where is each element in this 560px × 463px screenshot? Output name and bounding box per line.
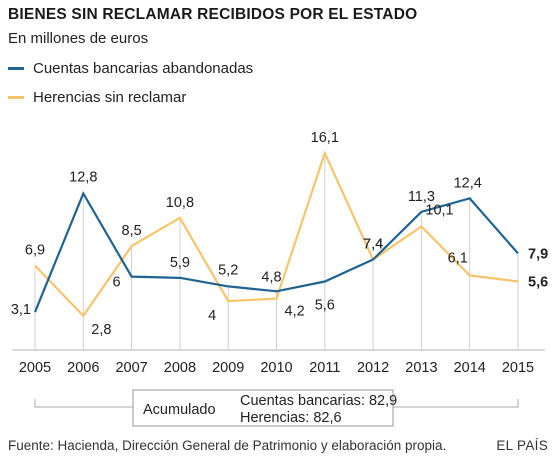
chart-subtitle: En millones de euros: [8, 30, 149, 47]
x-tick-label: 2009: [212, 360, 244, 376]
data-label-herencias: 8,5: [122, 223, 142, 239]
summary-box: Acumulado Cuentas bancarias: 82,9 Herenc…: [34, 389, 519, 427]
data-label-cuentas: 7,9: [528, 246, 548, 262]
legend-item-herencias: Herencias sin reclamar: [8, 89, 186, 106]
legend-swatch-yellow: [8, 96, 24, 99]
summary-label: Acumulado: [143, 402, 216, 418]
data-label-cuentas: 5,6: [315, 298, 335, 314]
x-tick-label: 2006: [67, 360, 99, 376]
legend-swatch-blue: [8, 67, 24, 70]
data-label-herencias: 4,2: [285, 304, 305, 320]
data-label-cuentas: 5,2: [218, 262, 238, 278]
legend-label-cuentas: Cuentas bancarias abandonadas: [33, 60, 254, 77]
x-tick-label: 2014: [454, 360, 486, 376]
legend-item-cuentas: Cuentas bancarias abandonadas: [8, 60, 253, 77]
data-label-cuentas: 6: [113, 275, 121, 291]
data-label-cuentas: 7,4: [363, 236, 383, 252]
chart-title: BIENES SIN RECLAMAR RECIBIDOS POR EL EST…: [8, 6, 418, 23]
source-note: Fuente: Hacienda, Dirección General de P…: [8, 438, 447, 453]
x-tick-label: 2007: [115, 360, 147, 376]
x-tick-label: 2013: [405, 360, 437, 376]
data-label-cuentas: 5,9: [170, 255, 190, 271]
line-cuentas: [33, 190, 519, 313]
data-label-herencias: 16,1: [311, 130, 339, 146]
x-tick-label: 2010: [260, 360, 292, 376]
x-tick-label: 2008: [164, 360, 196, 376]
data-label-cuentas: 12,4: [454, 175, 482, 191]
data-label-cuentas: 4,8: [261, 269, 281, 285]
x-tick-label: 2012: [357, 360, 389, 376]
x-tick-label: 2015: [502, 360, 534, 376]
data-label-cuentas: 3,1: [11, 302, 31, 318]
brand-logo-text: EL PAÍS: [496, 438, 548, 453]
legend-label-herencias: Herencias sin reclamar: [33, 89, 187, 106]
data-label-herencias: 4: [208, 308, 216, 324]
x-tick-label: 2011: [309, 360, 340, 376]
data-label-herencias: 5,6: [528, 275, 548, 291]
data-label-herencias: 2,8: [91, 322, 111, 338]
data-label-herencias: 6,9: [25, 243, 45, 259]
data-label-cuentas: 11,3: [408, 189, 435, 205]
line-herencias: [34, 150, 519, 318]
data-label-herencias: 10,8: [166, 195, 194, 211]
x-tick-label: 2005: [19, 360, 51, 376]
summary-frame: [132, 389, 394, 427]
data-label-herencias: 6,1: [448, 250, 468, 266]
summary-line-herencias: Herencias: 82,6: [240, 410, 342, 426]
data-label-cuentas: 12,8: [69, 169, 97, 185]
data-label-herencias: 10,1: [425, 202, 453, 218]
summary-line-cuentas: Cuentas bancarias: 82,9: [240, 393, 397, 409]
data-label-herencias: 7,4: [363, 236, 383, 252]
